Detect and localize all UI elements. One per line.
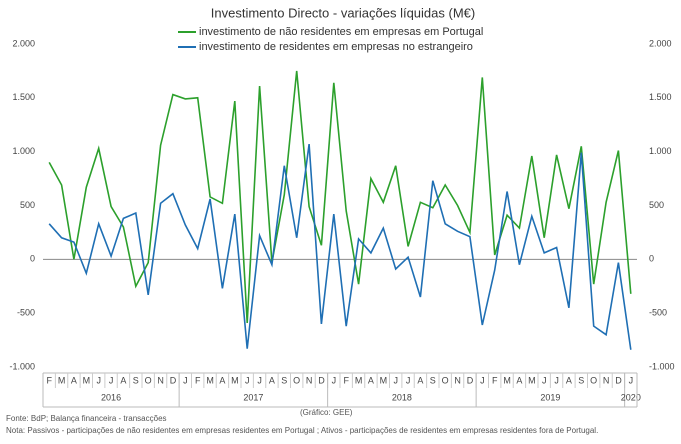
y2-tick-label: 1.500 [649, 92, 672, 102]
x-tick-label: O [145, 375, 152, 385]
y-tick-label: 2.000 [12, 38, 35, 48]
x-tick-label: J [257, 375, 262, 385]
x-tick-label: F [492, 375, 498, 385]
x-tick-label: J [183, 375, 188, 385]
year-label: 2016 [101, 392, 121, 402]
x-tick-label: O [442, 375, 449, 385]
legend-label: investimento de residentes em empresas n… [199, 41, 473, 53]
year-label: 2020 [621, 392, 641, 402]
legend-label: investimento de não residentes em empres… [199, 26, 483, 38]
x-tick-label: D [615, 375, 622, 385]
x-tick-label: M [83, 375, 91, 385]
x-tick-label: J [554, 375, 559, 385]
source: Fonte: BdP; Balança financeira - transac… [6, 414, 167, 423]
y2-tick-label: -500 [649, 308, 667, 318]
x-tick-label: N [454, 375, 461, 385]
x-tick-label: J [393, 375, 398, 385]
x-tick-label: A [219, 375, 225, 385]
x-tick-label: N [306, 375, 313, 385]
x-tick-label: O [293, 375, 300, 385]
y-tick-label: -1.000 [9, 361, 35, 371]
series-line [48, 70, 632, 323]
y-tick-label: -500 [17, 308, 35, 318]
y2-tick-label: 1.000 [649, 146, 672, 156]
y-tick-label: 1.000 [12, 146, 35, 156]
y2-tick-label: -1.000 [649, 361, 675, 371]
year-label: 2017 [243, 392, 263, 402]
x-tick-label: N [603, 375, 610, 385]
x-tick-label: M [206, 375, 214, 385]
x-tick-label: A [368, 375, 374, 385]
y-tick-label: 500 [20, 200, 35, 210]
x-tick-label: M [231, 375, 239, 385]
x-tick-label: A [566, 375, 572, 385]
x-tick-label: J [542, 375, 547, 385]
x-tick-label: S [281, 375, 287, 385]
x-tick-label: F [195, 375, 201, 385]
x-tick-label: A [417, 375, 423, 385]
x-tick-label: A [269, 375, 275, 385]
x-tick-label: F [343, 375, 349, 385]
x-tick-label: M [355, 375, 363, 385]
x-tick-label: J [480, 375, 485, 385]
x-tick-label: D [170, 375, 177, 385]
x-tick-label: A [71, 375, 77, 385]
y2-tick-label: 0 [649, 254, 654, 264]
x-tick-label: S [430, 375, 436, 385]
x-tick-label: M [380, 375, 388, 385]
x-tick-label: J [109, 375, 114, 385]
x-tick-label: N [157, 375, 164, 385]
x-tick-label: D [318, 375, 325, 385]
y2-tick-label: 2.000 [649, 38, 672, 48]
x-tick-label: J [96, 375, 101, 385]
x-tick-label: S [133, 375, 139, 385]
note: Nota: Passivos - participações de não re… [6, 426, 598, 435]
x-tick-label: J [245, 375, 250, 385]
y2-tick-label: 500 [649, 200, 664, 210]
x-tick-label: J [406, 375, 411, 385]
x-tick-label: A [120, 375, 126, 385]
series-line [48, 143, 632, 350]
x-tick-label: M [528, 375, 536, 385]
x-tick-label: M [58, 375, 66, 385]
x-tick-label: D [467, 375, 474, 385]
x-tick-label: F [46, 375, 52, 385]
x-tick-label: J [332, 375, 337, 385]
y-tick-label: 1.500 [12, 92, 35, 102]
credit: (Gráfico: GEE) [300, 408, 353, 417]
x-tick-label: J [629, 375, 634, 385]
x-tick-label: S [578, 375, 584, 385]
x-tick-label: A [516, 375, 522, 385]
chart-title: Investimento Directo - variações líquida… [211, 5, 475, 20]
year-label: 2018 [392, 392, 412, 402]
y-tick-label: 0 [30, 254, 35, 264]
x-tick-label: M [503, 375, 511, 385]
x-tick-label: O [590, 375, 597, 385]
year-label: 2019 [540, 392, 560, 402]
